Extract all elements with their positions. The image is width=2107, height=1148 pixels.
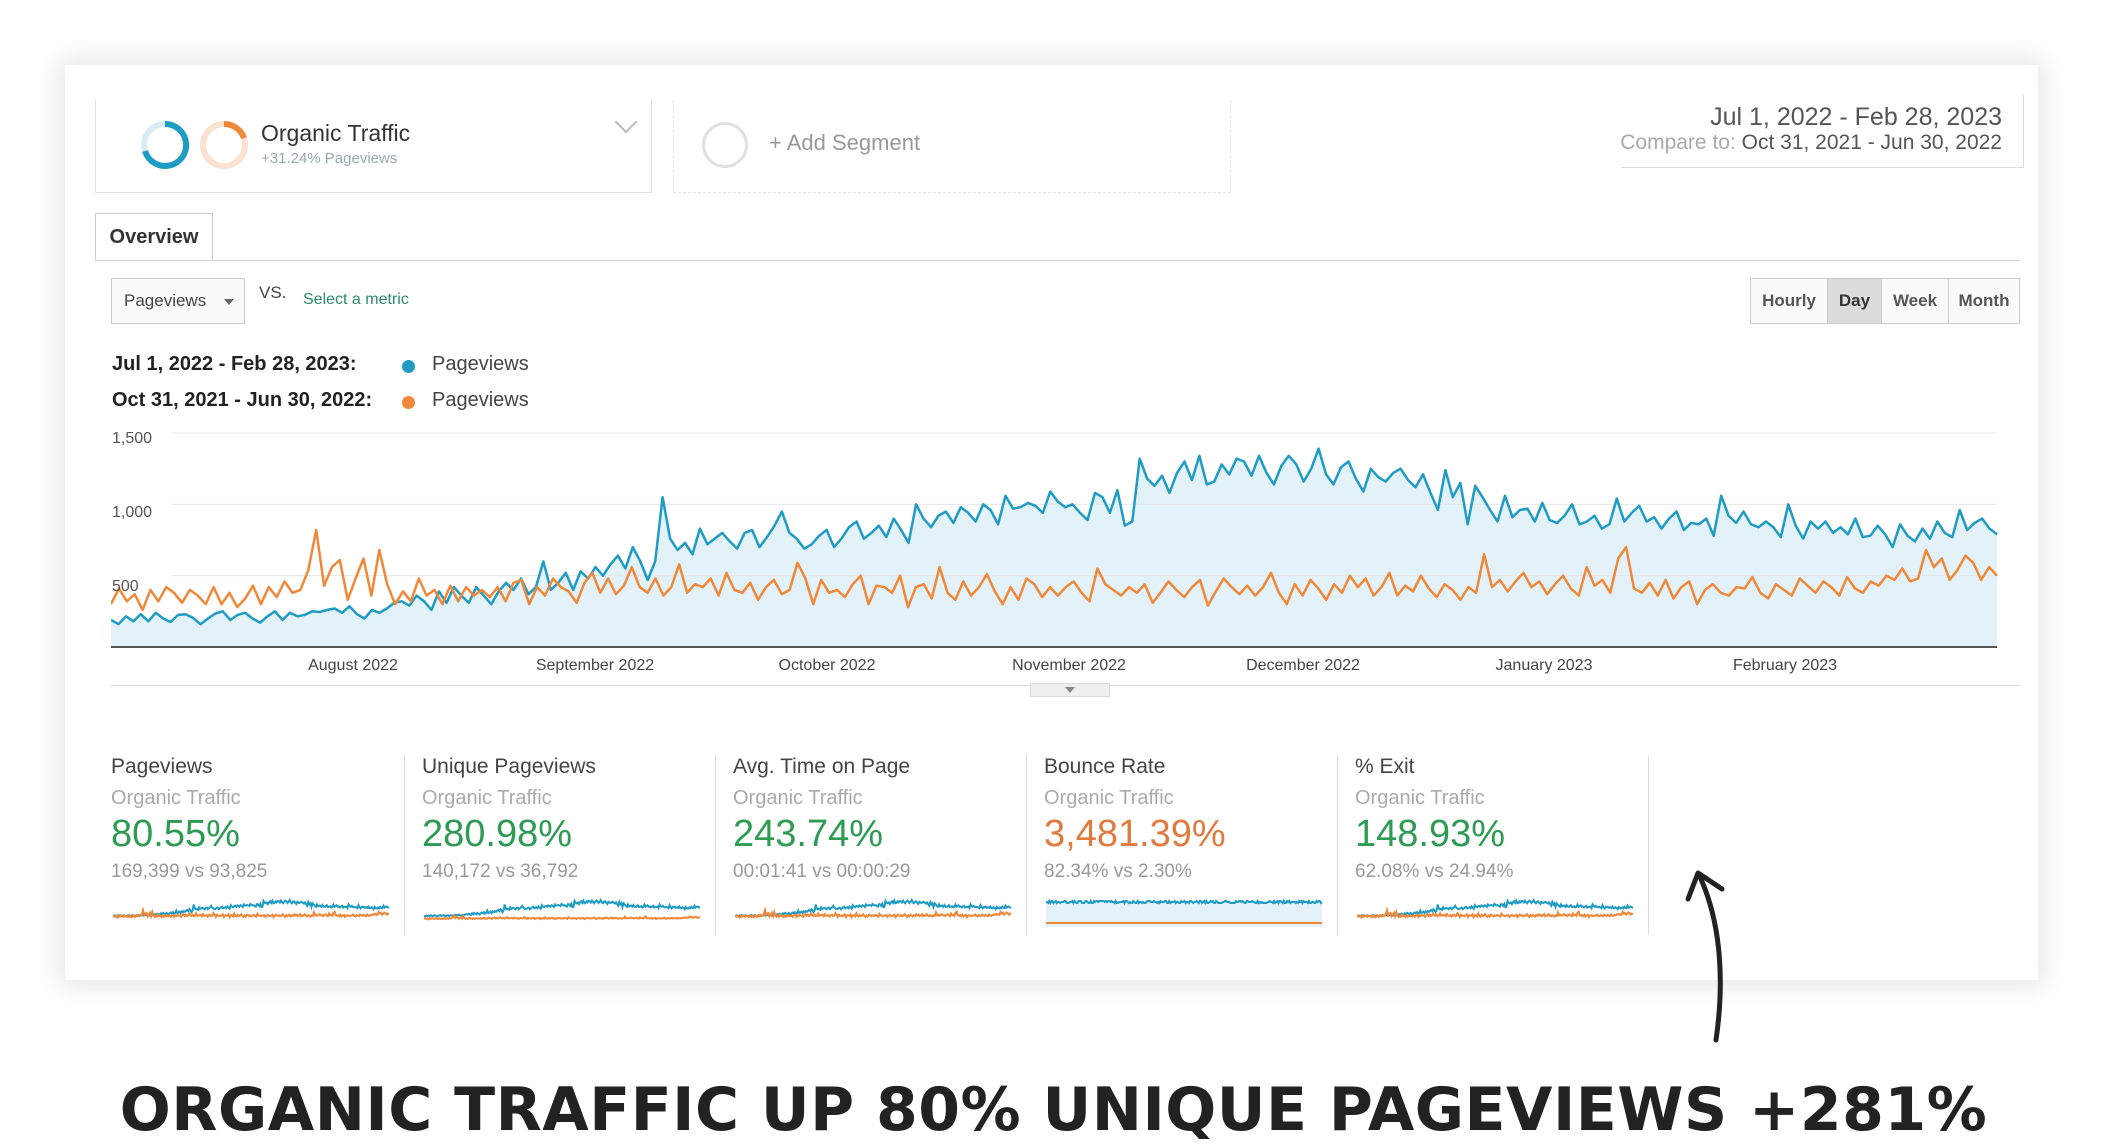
- scorecard-title: Bounce Rate: [1044, 755, 1166, 778]
- scorecard-sparkline: [1357, 897, 1634, 920]
- scorecard-exit[interactable]: % Exit Organic Traffic 148.93% 62.08% vs…: [1355, 755, 1655, 935]
- scorecard-comparison: 169,399 vs 93,825: [111, 861, 268, 882]
- scorecard-unique-pageviews[interactable]: Unique Pageviews Organic Traffic 280.98%…: [422, 755, 722, 935]
- sparkline-area: [1046, 901, 1322, 927]
- x-tick-label: January 2023: [1495, 657, 1593, 674]
- series-line-compare: [111, 528, 1998, 612]
- date-range-main[interactable]: Jul 1, 2022 - Feb 28, 2023: [1710, 103, 2002, 131]
- x-tick-label: September 2022: [535, 657, 655, 674]
- x-tick-label: October 2022: [778, 657, 876, 674]
- sparkline-compare: [1357, 906, 1634, 920]
- scorecard-change: 148.93%: [1355, 813, 1506, 855]
- x-tick-label: February 2023: [1732, 657, 1838, 674]
- date-range-compare: Compare to: Oct 31, 2021 - Jun 30, 2022: [1620, 131, 2002, 155]
- scorecard-segment: Organic Traffic: [111, 787, 241, 809]
- select-metric-link[interactable]: Select a metric: [303, 291, 409, 308]
- scorecard-title: % Exit: [1355, 755, 1415, 778]
- compare-label: Compare to:: [1620, 131, 1736, 154]
- scorecard-segment: Organic Traffic: [1355, 787, 1485, 809]
- metric-dropdown[interactable]: Pageviews: [111, 278, 245, 324]
- scorecard-segment: Organic Traffic: [422, 787, 552, 809]
- x-tick-label: August 2022: [308, 657, 398, 674]
- legend-range-current: Jul 1, 2022 - Feb 28, 2023:: [112, 353, 357, 375]
- add-segment-label: + Add Segment: [769, 130, 921, 155]
- chart-resize-handle[interactable]: [1030, 683, 1110, 697]
- sparkline-current: [1046, 898, 1323, 906]
- scorecard-sparkline: [113, 897, 390, 920]
- scorecard-divider: [715, 755, 716, 935]
- granularity-hourly-button[interactable]: Hourly: [1750, 278, 1828, 324]
- scorecard-divider: [1648, 755, 1649, 935]
- annotation-arrow-icon: [1685, 870, 1725, 1043]
- legend-dot-current: [402, 360, 415, 373]
- scorecard-divider: [1026, 755, 1027, 935]
- scorecard-divider: [1337, 755, 1338, 935]
- add-segment-button[interactable]: + Add Segment: [673, 100, 1231, 193]
- granularity-day-button[interactable]: Day: [1827, 278, 1882, 324]
- headline-caption: ORGANIC TRAFFIC UP 80% UNIQUE PAGEVIEWS …: [119, 1075, 1988, 1145]
- y-tick-label: 1,500: [112, 430, 153, 447]
- sparkline-compare: [424, 913, 701, 921]
- sparkline-compare: [113, 906, 390, 920]
- caret-down-icon: [1065, 687, 1075, 693]
- sparkline-current: [424, 897, 701, 918]
- sparkline-current: [1357, 897, 1634, 918]
- compare-value: Oct 31, 2021 - Jun 30, 2022: [1741, 131, 2002, 154]
- scorecard-avg-time-on-page[interactable]: Avg. Time on Page Organic Traffic 243.74…: [733, 755, 1033, 935]
- scorecard-sparkline: [424, 897, 701, 921]
- x-tick-label: December 2022: [1246, 657, 1360, 674]
- sparkline-current: [735, 897, 1012, 918]
- caret-down-icon: [224, 299, 234, 305]
- sparkline-current: [113, 897, 390, 918]
- scorecard-pageviews[interactable]: Pageviews Organic Traffic 80.55% 169,399…: [111, 755, 411, 935]
- scorecard-segment: Organic Traffic: [1044, 787, 1174, 809]
- granularity-week-button[interactable]: Week: [1881, 278, 1949, 324]
- segment-donut-icon: [141, 120, 248, 169]
- analytics-panel: Organic Traffic +31.24% Pageviews + Add …: [65, 65, 2038, 980]
- legend-range-compare: Oct 31, 2021 - Jun 30, 2022:: [112, 389, 373, 411]
- pageviews-line-chart: [111, 432, 1998, 648]
- scorecard-title: Pageviews: [111, 755, 213, 778]
- scorecard-title: Avg. Time on Page: [733, 755, 911, 778]
- scorecard-comparison: 00:01:41 vs 00:00:29: [733, 861, 911, 882]
- segment-name: Organic Traffic: [261, 120, 411, 146]
- scorecard-change: 280.98%: [422, 813, 573, 855]
- scorecard-divider: [404, 755, 405, 935]
- scorecard-sparkline: [1046, 898, 1323, 927]
- legend-series-current: Pageviews: [432, 353, 529, 375]
- date-range-picker[interactable]: [1621, 95, 2024, 168]
- scorecard-change: 80.55%: [111, 813, 240, 855]
- scorecard-comparison: 140,172 vs 36,792: [422, 861, 579, 882]
- scorecard-title: Unique Pageviews: [422, 755, 596, 778]
- segment-subtitle: +31.24% Pageviews: [261, 150, 398, 167]
- scorecard-change: 3,481.39%: [1044, 813, 1226, 855]
- metric-dropdown-value: Pageviews: [124, 291, 207, 310]
- scorecard-comparison: 62.08% vs 24.94%: [1355, 861, 1514, 882]
- y-tick-label: 500: [112, 578, 139, 595]
- series-line-current: [111, 447, 1998, 626]
- series-area-current: [111, 448, 1997, 647]
- granularity-month-button[interactable]: Month: [1948, 278, 2020, 324]
- vs-label: VS.: [259, 283, 287, 302]
- scorecard-bounce-rate[interactable]: Bounce Rate Organic Traffic 3,481.39% 82…: [1044, 755, 1344, 935]
- scorecard-segment: Organic Traffic: [733, 787, 863, 809]
- empty-segment-icon: [702, 122, 748, 168]
- chevron-down-icon[interactable]: [614, 110, 638, 134]
- scorecard-sparkline: [735, 897, 1012, 920]
- scorecard-change: 243.74%: [733, 813, 884, 855]
- tab-bar: [95, 260, 2020, 261]
- y-tick-label: 1,000: [112, 504, 153, 521]
- scorecard-comparison: 82.34% vs 2.30%: [1044, 861, 1192, 882]
- tab-overview[interactable]: Overview: [95, 213, 213, 260]
- sparkline-compare: [735, 906, 1012, 920]
- segment-selector[interactable]: Organic Traffic +31.24% Pageviews: [95, 100, 652, 193]
- x-tick-label: November 2022: [1012, 657, 1126, 674]
- legend-dot-compare: [402, 396, 415, 409]
- legend-series-compare: Pageviews: [432, 389, 529, 411]
